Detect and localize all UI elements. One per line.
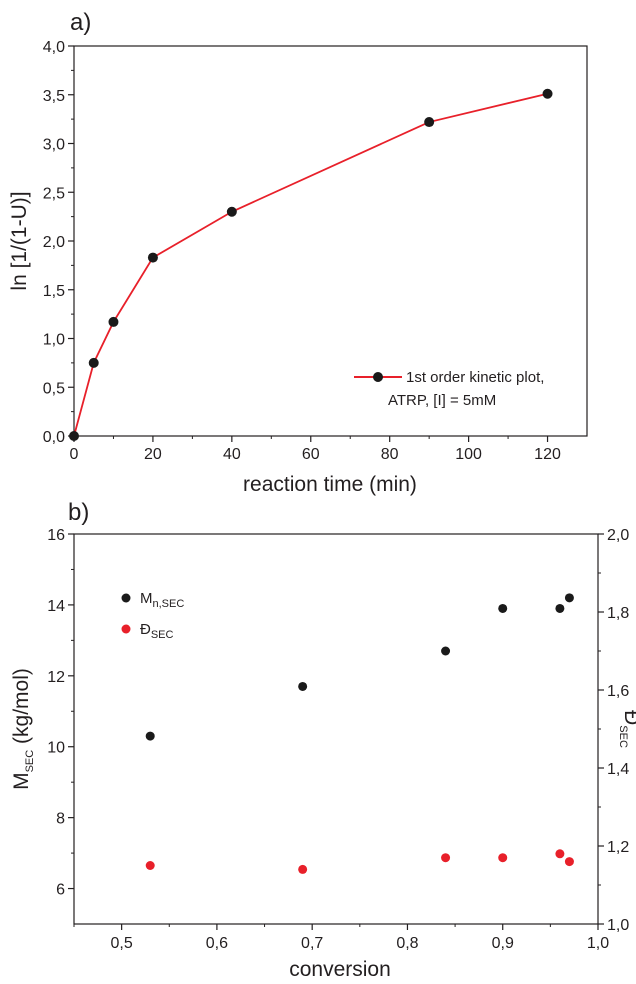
panel-b-mn-data-point <box>145 731 155 741</box>
panel-b-left-y-tick-label: 8 <box>56 811 65 828</box>
panel-a-label: a) <box>70 9 91 36</box>
panel-b-right-y-tick-label: 1,2 <box>607 839 629 856</box>
panel-a-y-tick-label: 0,5 <box>43 380 65 397</box>
panel-b-dispersity-data-point <box>145 861 155 870</box>
panel-a-legend-marker <box>373 372 383 382</box>
panel-b-left-y-axis-label: MSEC (kg/mol) <box>10 668 36 790</box>
panel-b-x-tick-label: 1,0 <box>587 935 609 952</box>
panel-a-data-point <box>88 357 99 368</box>
panel-a-y-axis-label: ln [1/(1-U)] <box>8 191 31 290</box>
panel-b-x-axis-label: conversion <box>289 958 391 981</box>
panel-b-left-y-tick-label: 10 <box>47 740 65 757</box>
panel-a-x-tick-label: 120 <box>534 446 561 463</box>
panel-b-left-y-ticks: 6 8 10 12 14 16 <box>47 527 74 899</box>
panel-b-label: b) <box>68 499 89 526</box>
panel-b-right-y-axis-label: ĐSEC <box>617 710 636 748</box>
panel-a-legend-text-1: 1st order kinetic plot, <box>406 369 544 386</box>
panel-a-kinetic-plot: a) 0 20 40 60 80 100 120 0,0 0,5 1,0 1,5 2,0 2,5 3,0… <box>8 9 588 496</box>
panel-b-x-tick-label: 0,6 <box>206 935 228 952</box>
panel-b-dispersity-data-point <box>498 853 508 863</box>
panel-b-legend-text-d: ĐSEC <box>140 621 174 641</box>
panel-a-y-tick-label: 2,0 <box>43 234 65 251</box>
panel-a-x-tick-label: 40 <box>223 446 241 463</box>
panel-a-y-tick-label: 3,5 <box>43 88 65 105</box>
panel-a-x-tick-label: 20 <box>144 446 162 463</box>
panel-a-data-point <box>226 206 237 217</box>
panel-a-y-ticks: 0,0 0,5 1,0 1,5 2,0 2,5 3,0 3,5 4,0 <box>43 39 74 446</box>
panel-b-legend-marker-mn <box>121 593 131 603</box>
panel-a-x-tick-label: 100 <box>455 446 482 463</box>
panel-a-data-point <box>424 117 435 128</box>
panel-b-dispersity-data-point <box>298 864 308 874</box>
panel-b-right-y-tick-label: 1,6 <box>607 683 629 700</box>
panel-b-mn-data-point <box>441 646 451 656</box>
panel-b-dispersity-data-point <box>555 849 565 859</box>
panel-b-x-tick-label: 0,5 <box>111 935 133 952</box>
panel-b-mn-data-point <box>498 603 508 613</box>
panel-a-y-tick-label: 1,5 <box>43 283 65 300</box>
panel-b-right-y-tick-label: 2,0 <box>607 527 629 544</box>
panel-a-legend-text-2: ATRP, [I] = 5mM <box>388 392 496 409</box>
panel-a-y-tick-label: 1,0 <box>43 332 65 349</box>
panel-b-series-points <box>145 593 574 874</box>
panel-b-dispersity-data-point <box>564 857 574 867</box>
panel-b-x-tick-label: 0,9 <box>492 935 514 952</box>
panel-b-right-y-tick-label: 1,8 <box>607 605 629 622</box>
panel-a-x-axis-label: reaction time (min) <box>243 473 417 496</box>
panel-a-y-tick-label: 4,0 <box>43 39 65 56</box>
panel-b-dispersity-data-point <box>441 853 451 863</box>
panel-b-x-ticks: 0,5 0,6 0,7 0,8 0,9 1,0 <box>73 924 609 952</box>
panel-a-x-tick-label: 80 <box>381 446 399 463</box>
panel-a-data-point <box>147 252 158 263</box>
panel-a-data-point <box>542 88 553 99</box>
panel-b-left-y-tick-label: 16 <box>47 527 65 544</box>
panel-b-right-y-ticks: 1,0 1,2 1,4 1,6 1,8 2,0 <box>598 527 629 934</box>
panel-a-x-tick-label: 0 <box>70 446 79 463</box>
panel-b-left-y-tick-label: 12 <box>47 669 65 686</box>
panel-a-y-tick-label: 2,5 <box>43 185 65 202</box>
panel-b-x-tick-label: 0,7 <box>301 935 323 952</box>
panel-b-left-y-tick-label: 14 <box>47 598 65 615</box>
panel-a-data-point <box>69 431 79 441</box>
panel-b-legend-text-mn: Mn,SEC <box>140 590 184 610</box>
panel-b-left-y-tick-label: 6 <box>56 882 65 899</box>
panel-a-data-point <box>108 316 119 327</box>
panel-b-right-y-tick-label: 1,4 <box>607 761 629 778</box>
panel-a-series-points <box>69 88 553 441</box>
panel-b-mn-data-point <box>298 681 308 691</box>
panel-a-x-tick-label: 60 <box>302 446 320 463</box>
panel-b-right-y-tick-label: 1,0 <box>607 917 629 934</box>
panel-a-legend: 1st order kinetic plot, ATRP, [I] = 5mM <box>354 369 544 409</box>
panel-a-y-tick-label: 0,0 <box>43 429 65 446</box>
panel-a-y-tick-label: 3,0 <box>43 137 65 154</box>
panel-b-legend-marker-d <box>121 624 131 634</box>
panel-b-x-tick-label: 0,8 <box>396 935 418 952</box>
panel-b-mn-data-point <box>555 603 565 613</box>
panel-b-legend: Mn,SEC ĐSEC <box>121 590 184 641</box>
panel-a-x-ticks: 0 20 40 60 80 100 120 <box>70 436 561 463</box>
panel-b-mn-data-point <box>564 593 574 603</box>
